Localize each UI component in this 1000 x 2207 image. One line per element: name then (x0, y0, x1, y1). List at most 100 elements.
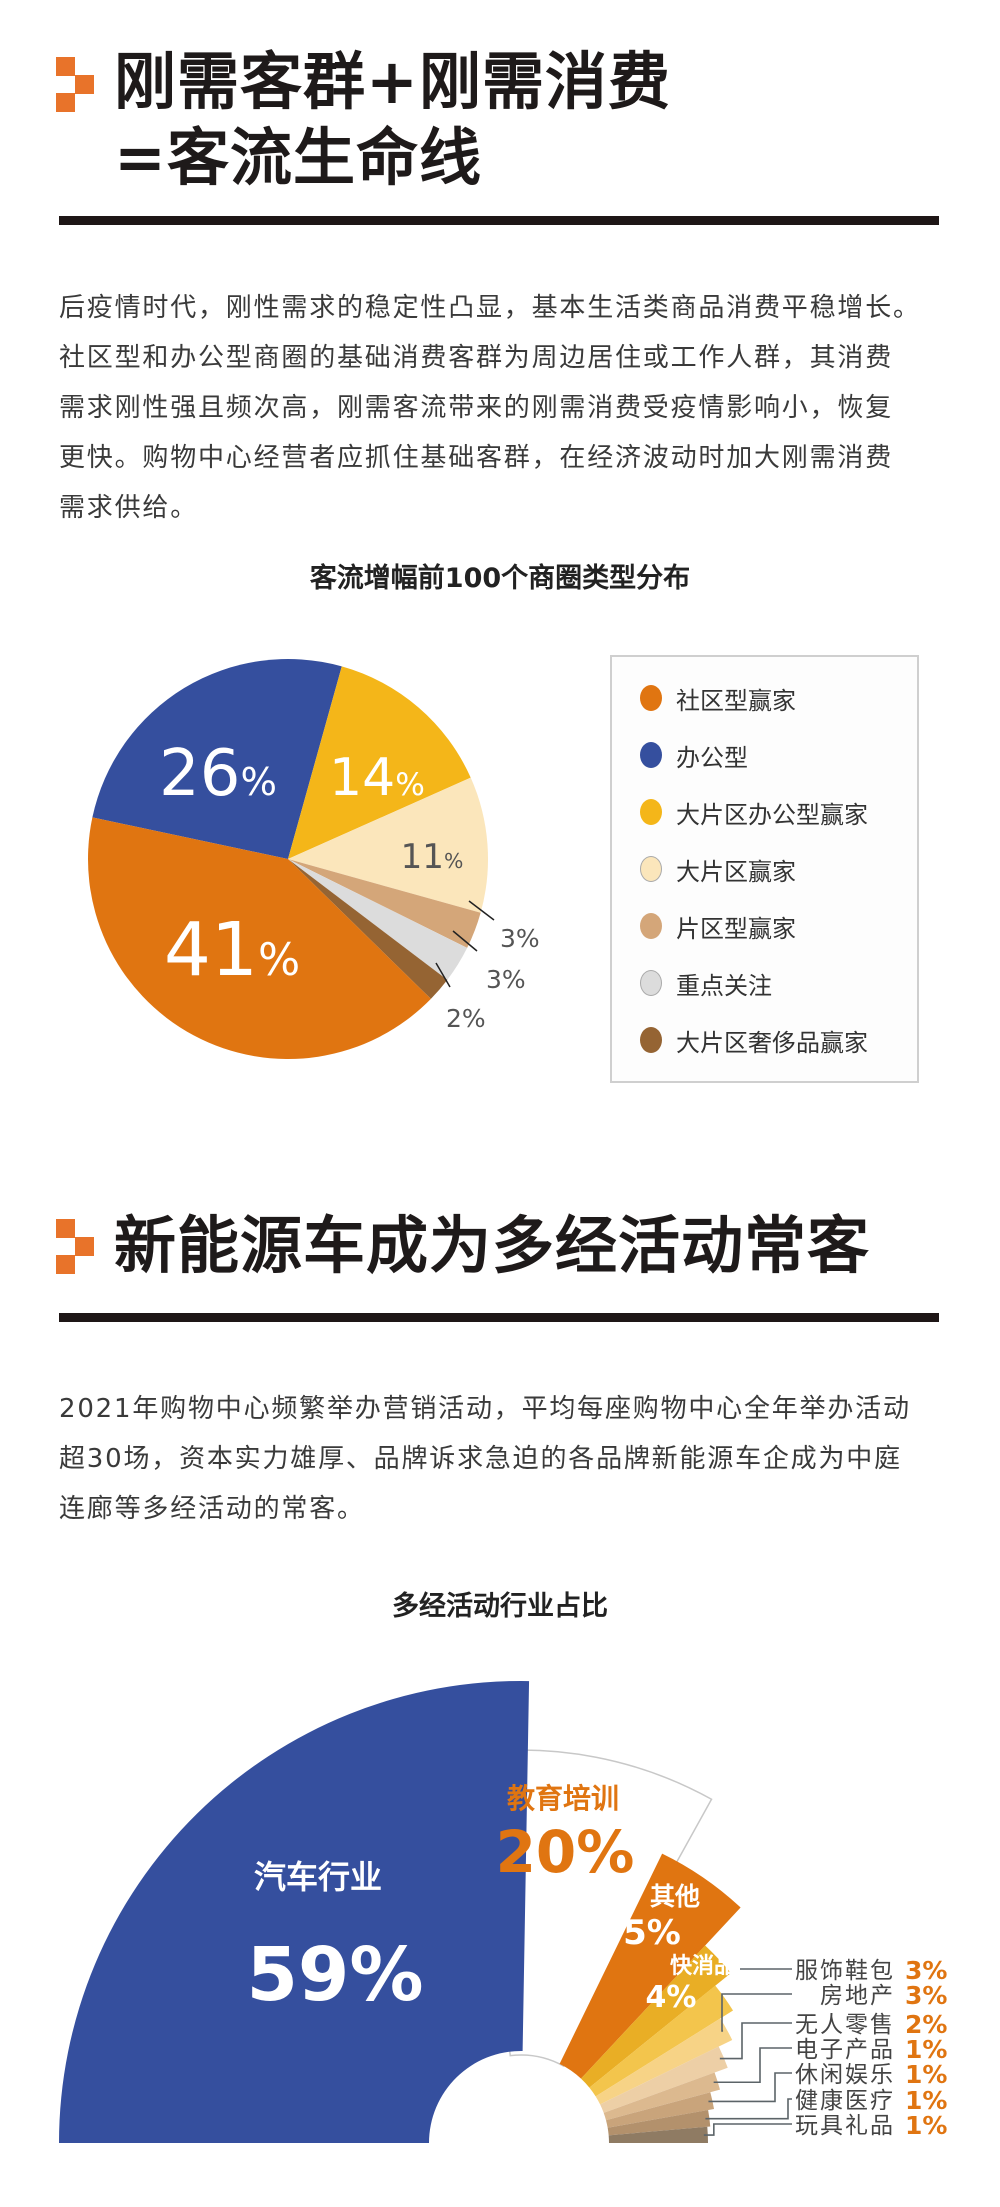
sector-name: 健康医疗 (795, 2088, 895, 2114)
icon-block (75, 1237, 94, 1256)
leader-line (713, 2047, 792, 2084)
sector-name: 服饰鞋包 (795, 1958, 895, 1984)
rose-sector (600, 2046, 728, 2113)
legend-label: 重点关注 (676, 971, 772, 1000)
legend-label: 大片区赢家 (676, 857, 796, 886)
pie-slice (88, 817, 431, 1059)
sector-name: 汽车行业 (254, 1858, 382, 1896)
sector-name: 无人零售 (795, 2012, 895, 2038)
pie-slice (288, 859, 448, 999)
paragraph-line: 2021年购物中心频繁举办营销活动，平均每座购物中心全年举办活动 (59, 1394, 911, 1424)
legend-label: 社区型赢家 (676, 686, 796, 715)
sector-value: 1% (905, 2035, 947, 2064)
sector-name: 房地产 (820, 1983, 895, 2009)
legend-item: 大片区奢侈品赢家 (640, 1020, 868, 1060)
leader-line (468, 900, 495, 921)
leader-line (435, 962, 451, 988)
sector-value: 59% (246, 1932, 423, 2018)
paragraph-line: 需求刚性强且频次高，刚需客流带来的刚需消费受疫情影响小，恢复 (59, 393, 894, 423)
icon-block (56, 1255, 75, 1274)
paragraph-line: 需求供给。 (59, 493, 199, 523)
pie-data-label: 26% (159, 737, 277, 811)
paragraph-line: 更快。购物中心经营者应抓住基础客群，在经济波动时加大刚需消费 (59, 443, 894, 473)
sector-name: 玩具礼品 (795, 2113, 895, 2139)
paragraph-line: 超30场，资本实力雄厚、品牌诉求急迫的各品牌新能源车企成为中庭 (59, 1444, 902, 1474)
legend-label: 片区型赢家 (676, 914, 796, 943)
rose-sector (595, 2018, 733, 2105)
leader-line (452, 930, 478, 952)
legend-swatch (640, 1027, 662, 1053)
sector-value: 5% (623, 1913, 681, 1953)
leader-line (721, 1993, 792, 2032)
sector-value: 1% (905, 2111, 947, 2140)
legend-label: 大片区奢侈品赢家 (676, 1028, 868, 1057)
sector-value: 4% (646, 1980, 697, 2015)
sector-name: 教育培训 (507, 1782, 619, 1815)
legend-label: 大片区办公型赢家 (676, 800, 868, 829)
icon-block (56, 93, 75, 112)
section-title: 新能源车成为多经活动常客 (114, 1209, 871, 1282)
sector-name: 其他 (650, 1882, 700, 1911)
pie-data-label: 41% (164, 907, 300, 993)
chart-title: 多经活动行业占比 (0, 1584, 1000, 1623)
icon-block (56, 57, 75, 76)
leader-line (703, 2123, 792, 2136)
legend-item: 大片区赢家 (640, 849, 796, 889)
pie-data-label: 11% (401, 837, 464, 877)
leader-line (705, 2098, 792, 2120)
paragraph-line: 社区型和办公型商圈的基础消费客群为周边居住或工作人群，其消费 (59, 343, 894, 373)
pie-legend: 社区型赢家办公型大片区办公型赢家 大片区赢家片区型赢家重点关注大片区奢侈品赢家 (610, 655, 919, 1083)
title-line: =客流生命线 (114, 121, 482, 194)
paragraph-line: 后疫情时代，刚性需求的稳定性凸显，基本生活类商品消费平稳增长。 (59, 293, 921, 323)
rose-sector (581, 1945, 731, 2088)
pie-slice (288, 859, 468, 980)
sector-name: 快消品 (670, 1954, 736, 1979)
rose-sector (607, 2110, 711, 2136)
pie-slice (92, 659, 342, 859)
legend-swatch (640, 685, 662, 711)
legend-label: 办公型 (676, 743, 748, 772)
rose-sector (559, 1853, 741, 2079)
divider (59, 216, 939, 225)
sector-value: 3% (905, 1956, 947, 1985)
rose-sector (603, 2072, 720, 2121)
paragraph-line: 连廊等多经活动的常客。 (59, 1494, 365, 1524)
sector-value: 3% (905, 1981, 947, 2010)
rose-sector (608, 2126, 708, 2143)
icon-block (75, 75, 94, 94)
legend-swatch (640, 856, 662, 882)
legend-swatch (640, 742, 662, 768)
rose-sector (589, 1985, 734, 2097)
pie-data-label: 14% (329, 748, 425, 808)
legend-item: 片区型赢家 (640, 906, 796, 946)
legend-swatch (640, 970, 662, 996)
pie-slice (288, 666, 471, 859)
rose-sector (472, 1749, 713, 2068)
section-paragraph: 后疫情时代，刚性需求的稳定性凸显，基本生活类商品消费平稳增长。 社区型和办公型商… (59, 283, 921, 533)
sector-value: 20% (496, 1818, 635, 1886)
pie-slice (288, 777, 489, 913)
sector-value: 1% (905, 2086, 947, 2115)
legend-swatch (640, 799, 662, 825)
pie-data-label: 3% (486, 965, 526, 994)
legend-swatch (640, 913, 662, 939)
section-title: 刚需客群+刚需消费 =客流生命线 (114, 44, 671, 196)
section-paragraph: 2021年购物中心频繁举办营销活动，平均每座购物中心全年举办活动 超30场，资本… (59, 1384, 911, 1534)
legend-item: 大片区办公型赢家 (640, 792, 868, 832)
divider (59, 1313, 939, 1322)
rose-sector (59, 1681, 530, 2143)
title-line: 刚需客群+刚需消费 (114, 45, 671, 118)
chart-title: 客流增幅前100个商圈类型分布 (0, 556, 1000, 595)
pie-slice (288, 859, 481, 948)
sector-name: 电子产品 (795, 2037, 895, 2063)
leader-line (708, 2072, 792, 2103)
sector-name: 休闲娱乐 (795, 2062, 895, 2088)
leader-line (719, 2022, 792, 2060)
rose-sector (606, 2092, 715, 2128)
legend-item: 办公型 (640, 735, 748, 775)
legend-item: 社区型赢家 (640, 678, 796, 718)
chart-title-text: 客流增幅前100个商圈类型分布 (309, 563, 691, 594)
icon-block (56, 1219, 75, 1238)
